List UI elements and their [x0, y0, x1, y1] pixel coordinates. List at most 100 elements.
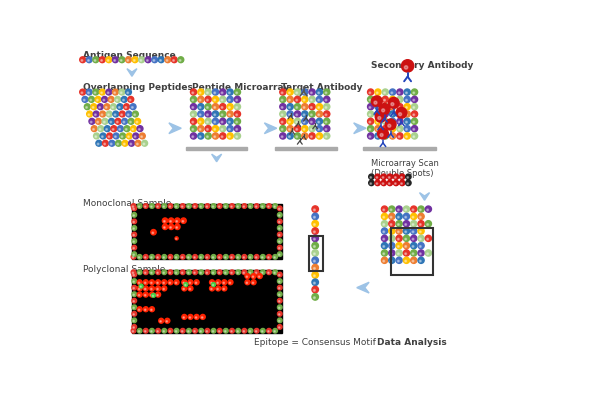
Circle shape [168, 329, 173, 333]
Circle shape [163, 206, 164, 207]
Bar [132, 204, 282, 259]
Circle shape [296, 128, 298, 130]
Circle shape [134, 136, 136, 137]
Circle shape [309, 103, 315, 110]
Circle shape [403, 228, 410, 234]
Circle shape [383, 92, 385, 94]
Circle shape [236, 99, 238, 101]
Circle shape [94, 92, 96, 94]
Circle shape [323, 96, 330, 102]
Circle shape [175, 206, 176, 207]
Circle shape [101, 60, 103, 61]
Circle shape [199, 121, 201, 123]
Circle shape [206, 128, 208, 130]
Circle shape [131, 204, 136, 208]
Circle shape [391, 128, 392, 130]
Circle shape [214, 107, 215, 108]
Circle shape [132, 245, 137, 250]
Circle shape [382, 126, 388, 132]
Circle shape [224, 257, 226, 258]
Circle shape [205, 96, 211, 102]
Circle shape [188, 331, 189, 332]
Circle shape [277, 219, 282, 224]
Circle shape [376, 128, 378, 130]
Circle shape [229, 136, 230, 137]
Circle shape [194, 257, 195, 258]
Circle shape [404, 89, 410, 95]
Circle shape [403, 213, 410, 220]
Circle shape [133, 235, 134, 236]
Circle shape [169, 331, 170, 332]
Circle shape [313, 238, 315, 240]
Circle shape [425, 221, 431, 227]
Circle shape [143, 292, 148, 297]
Circle shape [230, 329, 235, 333]
Circle shape [278, 288, 280, 289]
Circle shape [405, 260, 407, 262]
Circle shape [86, 107, 88, 108]
Text: Data Analysis: Data Analysis [377, 339, 446, 348]
Circle shape [149, 329, 154, 333]
Circle shape [231, 257, 232, 258]
Circle shape [413, 136, 415, 137]
Circle shape [190, 111, 197, 117]
Circle shape [114, 60, 115, 61]
Circle shape [196, 317, 197, 318]
Circle shape [403, 250, 410, 256]
Circle shape [396, 228, 402, 234]
Circle shape [403, 221, 410, 227]
Circle shape [104, 104, 110, 110]
Circle shape [214, 128, 215, 130]
Circle shape [318, 128, 320, 130]
Circle shape [224, 206, 226, 207]
Circle shape [113, 133, 119, 139]
Circle shape [133, 301, 134, 302]
Circle shape [162, 204, 167, 208]
Circle shape [124, 143, 125, 145]
Circle shape [80, 57, 86, 63]
Circle shape [137, 204, 142, 208]
Bar [391, 228, 433, 275]
Circle shape [212, 96, 218, 102]
Circle shape [130, 121, 131, 123]
Circle shape [162, 270, 167, 275]
Circle shape [206, 107, 208, 108]
Circle shape [296, 114, 298, 116]
Circle shape [106, 128, 107, 130]
Circle shape [295, 126, 301, 132]
Circle shape [242, 329, 247, 333]
Circle shape [266, 204, 271, 208]
Circle shape [131, 329, 136, 333]
Circle shape [109, 118, 115, 124]
Circle shape [375, 180, 380, 186]
Circle shape [404, 126, 410, 132]
Circle shape [101, 114, 103, 116]
Circle shape [223, 288, 224, 290]
Circle shape [390, 238, 392, 240]
Circle shape [376, 107, 378, 108]
Circle shape [410, 206, 417, 212]
Circle shape [139, 272, 140, 273]
Circle shape [162, 329, 167, 333]
Circle shape [390, 216, 392, 218]
Circle shape [157, 272, 158, 273]
Circle shape [375, 133, 381, 139]
Circle shape [413, 114, 415, 116]
Circle shape [262, 272, 263, 273]
Circle shape [91, 121, 92, 123]
Circle shape [389, 206, 395, 212]
Circle shape [139, 284, 143, 288]
Circle shape [122, 99, 124, 101]
Circle shape [268, 272, 269, 273]
Circle shape [230, 270, 235, 275]
Circle shape [396, 250, 402, 256]
Circle shape [427, 253, 428, 255]
Circle shape [235, 103, 241, 110]
Circle shape [199, 204, 203, 208]
Circle shape [323, 111, 330, 117]
Circle shape [112, 128, 114, 130]
Circle shape [110, 121, 112, 123]
Circle shape [214, 99, 215, 101]
Circle shape [162, 254, 167, 259]
Circle shape [281, 92, 283, 94]
